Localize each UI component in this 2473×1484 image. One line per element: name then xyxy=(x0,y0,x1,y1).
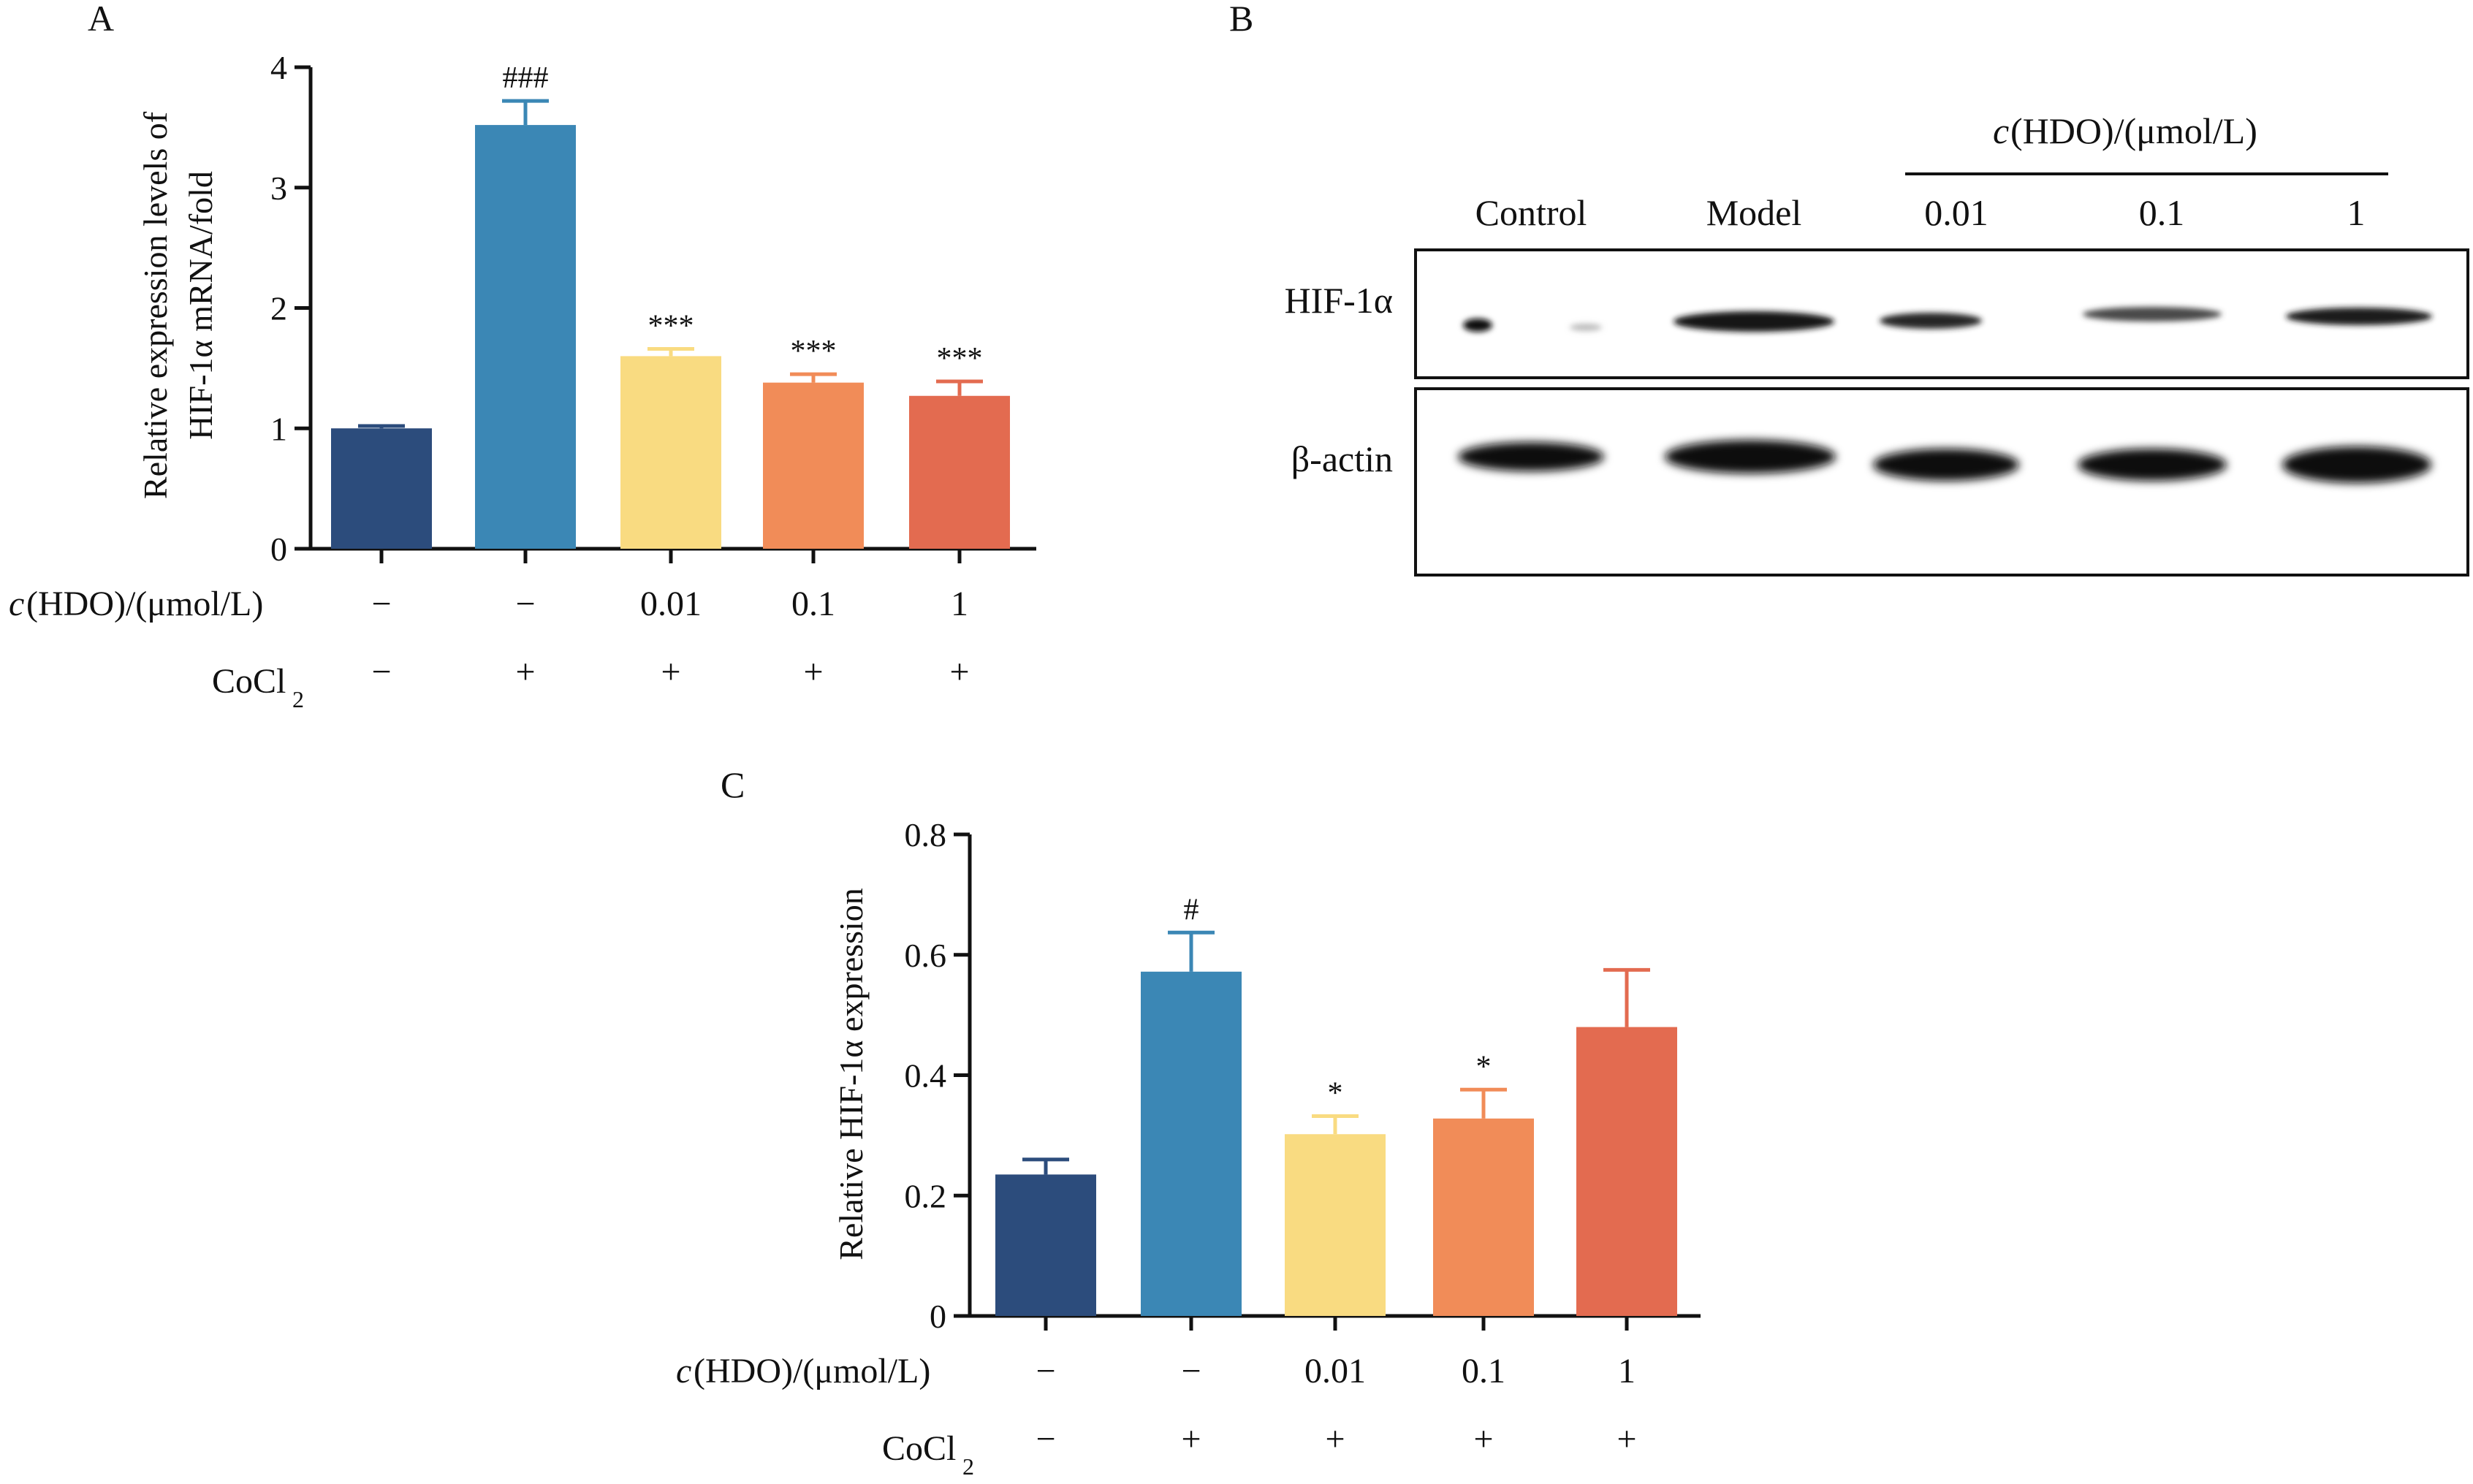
a-hdo-value: 1 xyxy=(951,585,968,623)
hif-band-0.01 xyxy=(1880,313,1982,329)
a-cocl2-value: + xyxy=(803,652,823,691)
a-significance-label: *** xyxy=(937,342,983,376)
a-cocl2-value: + xyxy=(949,652,969,691)
c-significance-label: * xyxy=(1476,1050,1492,1084)
c-hdo-value: − xyxy=(1036,1352,1055,1390)
a-cocl2-value: + xyxy=(661,652,680,691)
actin-band-control xyxy=(1458,442,1604,471)
c-y-tick-label: 0.8 xyxy=(905,816,947,853)
c-bar xyxy=(1285,1134,1386,1316)
panel-a-condition-rows: − − − +0.01 +0.1 +1 + xyxy=(371,585,969,691)
a-bar xyxy=(475,125,576,549)
c-cocl2-value: + xyxy=(1181,1420,1201,1458)
actin-band-0.1 xyxy=(2078,449,2227,481)
a-y-tick-label: 0 xyxy=(270,530,287,568)
actin-band-1 xyxy=(2282,446,2431,483)
c-hdo-value: − xyxy=(1181,1352,1201,1390)
a-significance-label: ### xyxy=(503,61,549,95)
panel-a-label: A xyxy=(88,0,114,39)
blot-row-label-actin: β-actin xyxy=(1291,438,1393,479)
panel-a-chart: A Relative expression levels of HIF-1α m… xyxy=(9,0,1036,712)
c-hdo-value: 0.1 xyxy=(1462,1352,1505,1390)
hif-band-control-faint xyxy=(1570,324,1602,331)
c-cocl2-value: − xyxy=(1036,1420,1055,1458)
panel-a-ylabel-line1: Relative expression levels of xyxy=(137,111,174,499)
a-y-tick-label: 3 xyxy=(270,170,287,207)
c-cocl2-value: + xyxy=(1473,1420,1493,1458)
hif-band-1 xyxy=(2286,308,2432,325)
hif-band-model xyxy=(1674,311,1834,332)
hif-band-control xyxy=(1463,319,1492,332)
a-cocl2-value: + xyxy=(515,652,535,691)
panel-a-ylabel-line2: HIF-1α mRNA/fold xyxy=(182,171,219,440)
hif-band-0.1 xyxy=(2083,307,2222,321)
blot-lane-label: Control xyxy=(1475,192,1587,233)
panel-c-label: C xyxy=(721,764,745,805)
blot-header-label: (HDO)/(μmol/L) xyxy=(2010,110,2257,151)
c-y-tick-label: 0.6 xyxy=(905,937,947,974)
blot-lane-label: 0.1 xyxy=(2139,192,2185,233)
panel-a-cocl2-label: CoCl xyxy=(212,662,286,701)
panel-c-bars: # * * xyxy=(995,893,1677,1316)
panel-b-western-blot: B c (HDO)/(μmol/L) Control Model 0.01 0.1 1 … xyxy=(1229,0,2469,577)
blot-lane-label: 1 xyxy=(2347,192,2366,233)
blot-actin-membrane xyxy=(1414,387,2469,577)
panel-c-hdo-label: (HDO)/(μmol/L) xyxy=(694,1352,930,1390)
panel-c-ylabel: Relative HIF-1α expression xyxy=(832,888,870,1260)
c-significance-label: # xyxy=(1184,893,1199,926)
actin-band-model xyxy=(1665,440,1836,473)
a-hdo-value: 0.01 xyxy=(640,585,702,623)
a-significance-label: *** xyxy=(791,335,837,368)
c-y-tick-label: 0.4 xyxy=(905,1057,947,1095)
c-hdo-value: 1 xyxy=(1618,1352,1636,1390)
a-bar xyxy=(763,382,864,549)
panel-a-hdo-label: (HDO)/(μmol/L) xyxy=(26,585,263,623)
c-significance-label: * xyxy=(1328,1077,1343,1111)
c-hdo-value: 0.01 xyxy=(1304,1352,1366,1390)
panel-c-chart: C Relative HIF-1α expression 0 0.2 0.4 0.6 0… xyxy=(676,764,1701,1480)
panel-b-label: B xyxy=(1229,0,1253,39)
blot-header-prefix: c xyxy=(1993,110,2009,151)
panel-a-hdo-prefix: c xyxy=(9,585,24,623)
a-hdo-value: − xyxy=(371,585,391,623)
c-y-tick-label: 0 xyxy=(930,1298,946,1335)
panel-a-cocl2-subscript: 2 xyxy=(292,686,304,712)
c-cocl2-value: + xyxy=(1325,1420,1345,1458)
blot-actin-bands xyxy=(1458,440,2431,483)
a-bar xyxy=(909,395,1010,549)
a-hdo-value: − xyxy=(515,585,535,623)
c-bar xyxy=(1576,1027,1677,1316)
a-bar xyxy=(331,428,432,549)
a-y-tick-label: 1 xyxy=(270,410,287,447)
blot-lane-labels: Control Model 0.01 0.1 1 xyxy=(1475,192,2366,233)
panel-c-hdo-prefix: c xyxy=(676,1352,691,1390)
blot-lane-label: Model xyxy=(1706,192,1802,233)
panel-c-condition-rows: − − − +0.01 +0.1 +1 + xyxy=(1036,1352,1636,1458)
c-y-tick-label: 0.2 xyxy=(905,1177,947,1214)
c-bar xyxy=(995,1174,1096,1316)
a-hdo-value: 0.1 xyxy=(791,585,835,623)
c-cocl2-value: + xyxy=(1617,1420,1636,1458)
panel-c-cocl2-label: CoCl xyxy=(882,1429,956,1468)
blot-hif-bands xyxy=(1463,307,2432,332)
a-y-tick-label: 2 xyxy=(270,290,287,327)
blot-lane-label: 0.01 xyxy=(1924,192,1988,233)
a-bar xyxy=(620,356,721,549)
panel-a-bars: ### *** *** *** xyxy=(331,61,1010,549)
c-bar xyxy=(1433,1118,1534,1316)
a-cocl2-value: − xyxy=(371,652,391,691)
a-significance-label: *** xyxy=(648,310,694,343)
a-y-tick-label: 4 xyxy=(270,49,287,86)
blot-row-label-hif: HIF-1α xyxy=(1285,280,1393,321)
actin-band-0.01 xyxy=(1873,449,2019,481)
panel-c-cocl2-subscript: 2 xyxy=(962,1453,974,1480)
c-bar xyxy=(1141,971,1242,1316)
